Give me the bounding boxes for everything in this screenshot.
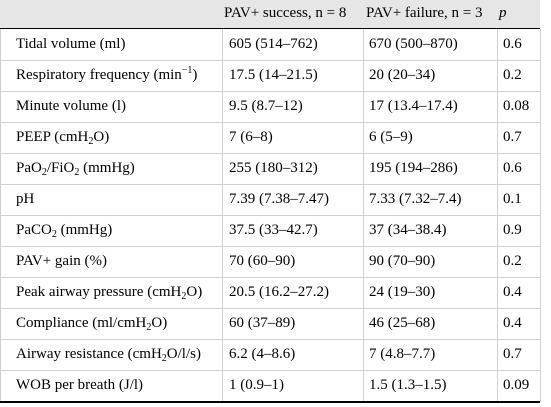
failure-value: 7 (4.8–7.7) (369, 346, 436, 362)
p-value: 0.7 (503, 346, 522, 362)
success-value: 605 (514–762) (229, 36, 318, 52)
row-label: PaO2/FiO2 (mmHg) (16, 160, 135, 178)
failure-value: 17 (13.4–17.4) (369, 98, 458, 114)
row-label: PAV+ gain (%) (16, 253, 107, 269)
table-row: Peak airway pressure (cmH2O) 20.5 (16.2–2… (0, 277, 540, 309)
failure-value: 46 (25–68) (369, 315, 436, 331)
failure-value: 6 (5–9) (369, 129, 413, 145)
p-value: 0.9 (503, 222, 522, 238)
success-value: 1 (0.9–1) (229, 377, 284, 393)
table-row: Respiratory frequency (min−1) 17.5 (14–21… (0, 60, 540, 92)
p-value: 0.6 (503, 36, 522, 52)
header-p: p (499, 5, 507, 21)
row-label: Airway resistance (cmH2O/l/s) (16, 346, 201, 364)
success-value: 255 (180–312) (229, 160, 318, 176)
failure-value: 24 (19–30) (369, 284, 436, 300)
header-success: PAV+ success, n = 8 (224, 5, 347, 21)
success-value: 6.2 (4–8.6) (229, 346, 296, 362)
table-row: PaO2/FiO2 (mmHg) 255 (180–312) 195 (194–28… (0, 153, 540, 185)
table-row: pH 7.39 (7.38–7.47) 7.33 (7.32–7.4) 0.1 (0, 184, 540, 216)
table-header: PAV+ success, n = 8 PAV+ failure, n = 3 … (0, 0, 540, 29)
table-row: Tidal volume (ml) 605 (514–762) 670 (500–8… (0, 29, 540, 61)
p-value: 0.6 (503, 160, 522, 176)
row-label: Tidal volume (ml) (16, 36, 126, 52)
p-value: 0.2 (503, 253, 522, 269)
row-label: WOB per breath (J/l) (16, 377, 144, 393)
p-value: 0.4 (503, 284, 522, 300)
success-value: 7.39 (7.38–7.47) (229, 191, 329, 207)
success-value: 20.5 (16.2–27.2) (229, 284, 329, 300)
p-value: 0.4 (503, 315, 522, 331)
p-value: 0.08 (503, 98, 530, 114)
table-row: PAV+ gain (%) 70 (60–90) 90 (70–90) 0.2 (0, 246, 540, 278)
p-value: 0.7 (503, 129, 522, 145)
table-border-right (540, 29, 541, 402)
table-bottom-rule (0, 401, 540, 403)
row-label: PaCO2 (mmHg) (16, 222, 113, 240)
failure-value: 37 (34–38.4) (369, 222, 447, 238)
success-value: 9.5 (8.7–12) (229, 98, 303, 114)
failure-value: 90 (70–90) (369, 253, 436, 269)
row-label: PEEP (cmH2O) (16, 129, 110, 147)
failure-value: 20 (20–34) (369, 67, 436, 83)
failure-value: 1.5 (1.3–1.5) (369, 377, 447, 393)
row-label: Peak airway pressure (cmH2O) (16, 284, 203, 302)
table-row: Compliance (ml/cmH2O) 60 (37–89) 46 (25–68… (0, 308, 540, 340)
success-value: 17.5 (14–21.5) (229, 67, 318, 83)
row-label: Respiratory frequency (min−1) (16, 65, 198, 84)
p-value: 0.1 (503, 191, 522, 207)
table-row: Minute volume (l) 9.5 (8.7–12) 17 (13.4–17… (0, 91, 540, 123)
failure-value: 670 (500–870) (369, 36, 458, 52)
table-row: Airway resistance (cmH2O/l/s) 6.2 (4–8.6)… (0, 339, 540, 371)
row-label: Compliance (ml/cmH2O) (16, 315, 168, 333)
success-value: 37.5 (33–42.7) (229, 222, 318, 238)
success-value: 70 (60–90) (229, 253, 296, 269)
table-row: WOB per breath (J/l) 1 (0.9–1) 1.5 (1.3–1.… (0, 370, 540, 401)
row-label: Minute volume (l) (16, 98, 126, 114)
p-value: 0.2 (503, 67, 522, 83)
row-label: pH (16, 191, 35, 207)
p-value: 0.09 (503, 377, 530, 393)
failure-value: 195 (194–286) (369, 160, 458, 176)
header-failure: PAV+ failure, n = 3 (366, 5, 483, 21)
success-value: 7 (6–8) (229, 129, 273, 145)
success-value: 60 (37–89) (229, 315, 296, 331)
table-row: PaCO2 (mmHg) 37.5 (33–42.7) 37 (34–38.4) 0.… (0, 215, 540, 247)
table-row: PEEP (cmH2O) 7 (6–8) 6 (5–9) 0.7 (0, 122, 540, 154)
failure-value: 7.33 (7.32–7.4) (369, 191, 462, 207)
